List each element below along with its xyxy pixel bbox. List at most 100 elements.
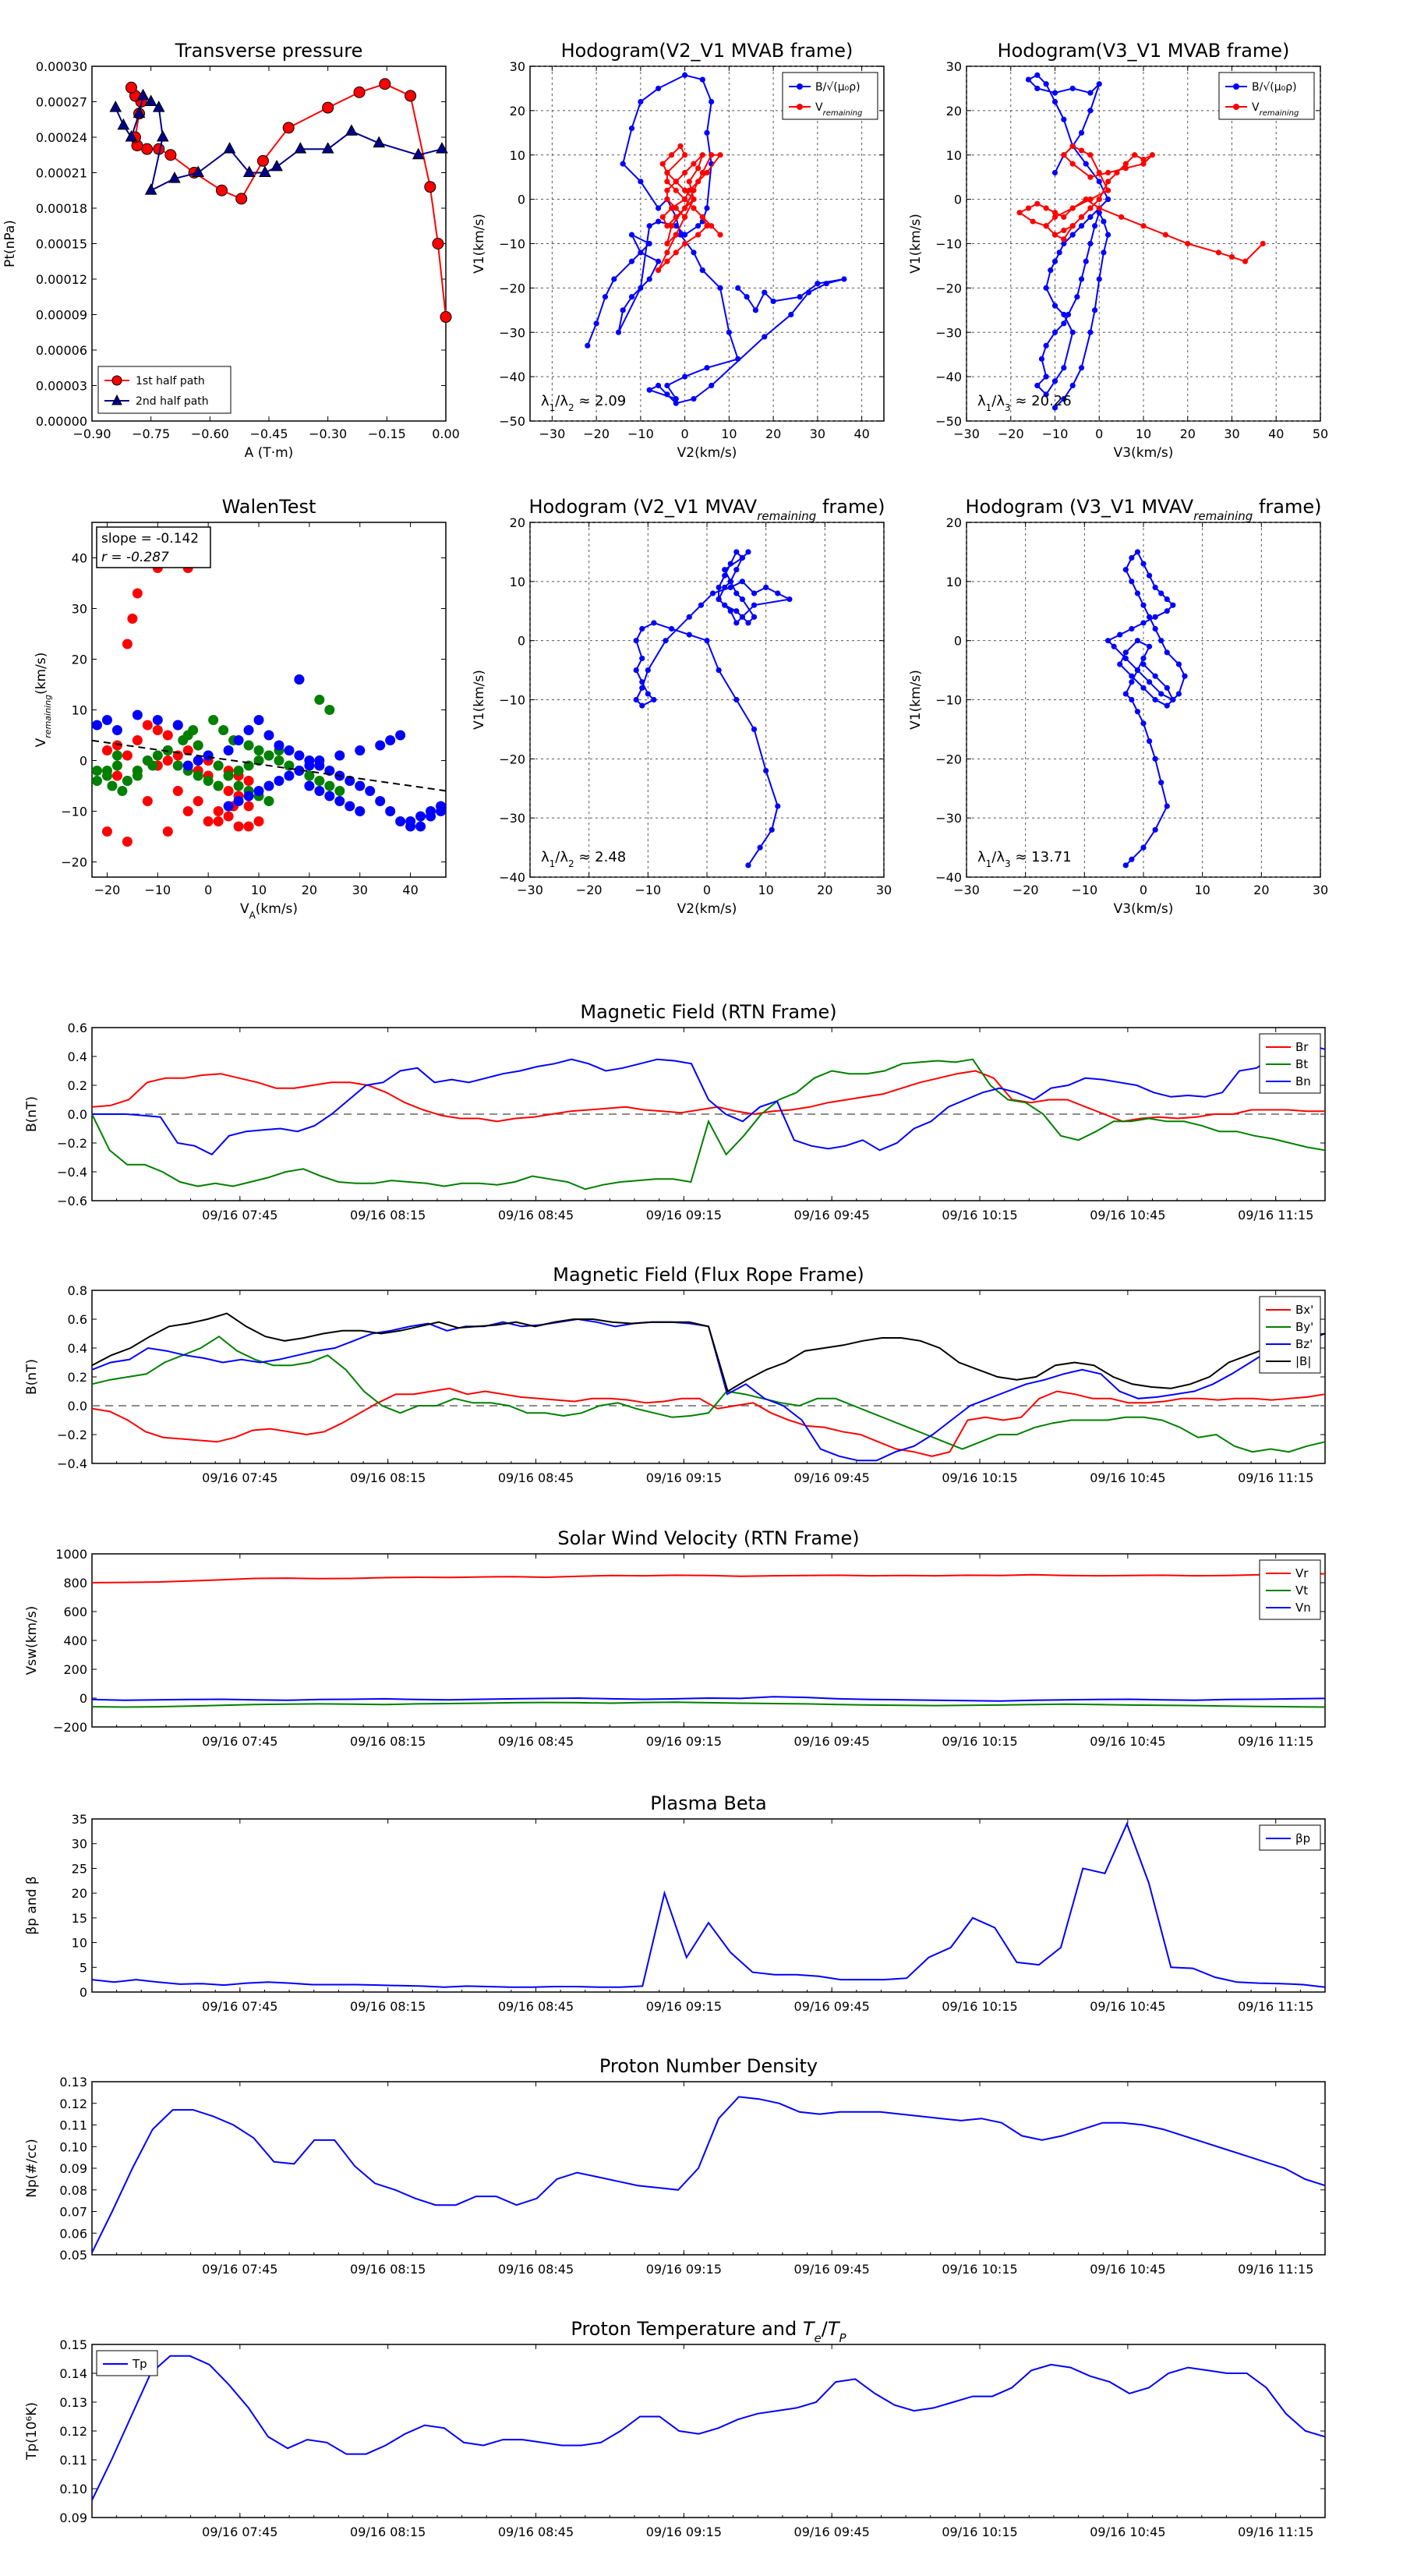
x-tick-label: 10 (1194, 883, 1210, 897)
annotation-part: ≈ 2.09 (574, 393, 627, 409)
legend-label: |B| (1295, 1354, 1311, 1368)
data-point (109, 101, 122, 112)
data-point (691, 187, 697, 193)
data-point (1043, 391, 1049, 398)
data-point (233, 796, 244, 806)
data-point (1105, 187, 1111, 193)
data-point (203, 816, 214, 826)
data-point (745, 549, 751, 555)
y-tick-label: −50 (499, 414, 525, 429)
data-point (704, 223, 710, 229)
data-point (733, 620, 740, 626)
y-tick-label: 10 (72, 1936, 87, 1951)
data-point (664, 169, 670, 176)
charts-layer: Transverse pressure−0.90 −0.75 −0.60 −0.45−… (2, 40, 1328, 2539)
data-point (593, 320, 599, 327)
x-tick-label: 09/16 08:15 (350, 2262, 426, 2277)
data-point (1164, 685, 1170, 691)
data-point (132, 588, 143, 599)
x-tick-label: 09/16 09:45 (794, 1999, 870, 2014)
data-point (695, 165, 702, 172)
data-point (1158, 691, 1164, 697)
y-axis-label: Pt(nPa) (2, 220, 18, 267)
y-tick-label: 0.06 (59, 2226, 87, 2241)
data-point (1043, 81, 1049, 87)
data-point (722, 567, 728, 573)
y-tick-label: 0.00003 (36, 379, 87, 394)
y-tick-label: −0.2 (57, 1136, 87, 1151)
legend: Br Bt Bn (1259, 1033, 1321, 1094)
chart-title: Hodogram (V2_V1 MVAVremaining frame) (529, 496, 885, 523)
data-point (122, 837, 133, 847)
data-point (682, 232, 688, 238)
data-point (1078, 147, 1085, 154)
data-point (751, 614, 758, 620)
y-tick-label: 0.6 (68, 1312, 87, 1327)
x-tick-label: 09/16 11:15 (1238, 1470, 1313, 1485)
data-point (762, 289, 768, 295)
legend-marker (1233, 104, 1239, 110)
data-point (1096, 276, 1102, 282)
title-part: Proton Temperature and (571, 2318, 802, 2340)
data-point (1129, 579, 1135, 585)
data-point (841, 276, 847, 282)
data-point (686, 632, 692, 638)
data-point (655, 205, 662, 211)
data-point (1083, 161, 1089, 167)
data-point (691, 395, 697, 402)
legend-label: Vt (1295, 1583, 1308, 1598)
data-point (691, 196, 697, 203)
data-point (243, 791, 254, 801)
y-tick-label: 30 (510, 59, 525, 74)
data-point (1051, 90, 1058, 96)
data-point (144, 94, 157, 106)
data-point (182, 760, 193, 771)
data-point (682, 152, 688, 158)
data-point (111, 740, 122, 751)
data-point (1152, 826, 1158, 833)
data-point (1164, 649, 1170, 656)
data-point (1043, 373, 1049, 380)
legend-box (97, 366, 231, 414)
data-point (726, 329, 732, 335)
annotation-part: 1 (986, 858, 992, 869)
data-point (1087, 90, 1094, 96)
legend-label: Bt (1295, 1057, 1308, 1071)
data-point (673, 187, 679, 193)
y-axis-label: Vsw(km/s) (24, 1606, 40, 1675)
x-tick-label: 09/16 09:15 (646, 2525, 722, 2539)
data-point (304, 780, 315, 791)
data-point (259, 165, 271, 177)
data-point (1119, 214, 1125, 220)
data-point (664, 249, 670, 256)
data-point (1260, 240, 1266, 247)
data-point (117, 786, 128, 796)
data-point (744, 294, 750, 300)
x-tick-label: 09/16 08:15 (350, 1470, 426, 1485)
data-point (304, 760, 315, 771)
data-point (1087, 205, 1094, 211)
annotation-part: ≈ 13.71 (1011, 849, 1072, 865)
data-point (733, 590, 740, 596)
legend-box (782, 72, 878, 120)
y-tick-label: 30 (946, 59, 962, 74)
y-tick-label: 0.00006 (36, 343, 87, 358)
data-point (314, 755, 325, 766)
x-tick-label: 30 (810, 426, 825, 441)
data-point (321, 142, 334, 154)
y-tick-label: 0.10 (59, 2482, 87, 2496)
y-tick-label: −20 (499, 281, 525, 295)
data-point (122, 750, 133, 761)
y-tick-label: 0 (518, 193, 525, 207)
data-point (1061, 152, 1067, 158)
data-point (314, 695, 325, 705)
data-point (735, 285, 741, 291)
title-part: Hodogram (V3_V1 MVAV (966, 496, 1194, 518)
y-tick-label: −30 (499, 811, 525, 826)
chart-title: Magnetic Field (Flux Rope Frame) (553, 1264, 864, 1286)
axis-label-part: (km/s) (256, 901, 298, 917)
title-part: remaining (1193, 509, 1253, 523)
data-point (147, 760, 158, 771)
y-tick-label: 0 (80, 1985, 87, 2000)
data-point (223, 770, 234, 781)
